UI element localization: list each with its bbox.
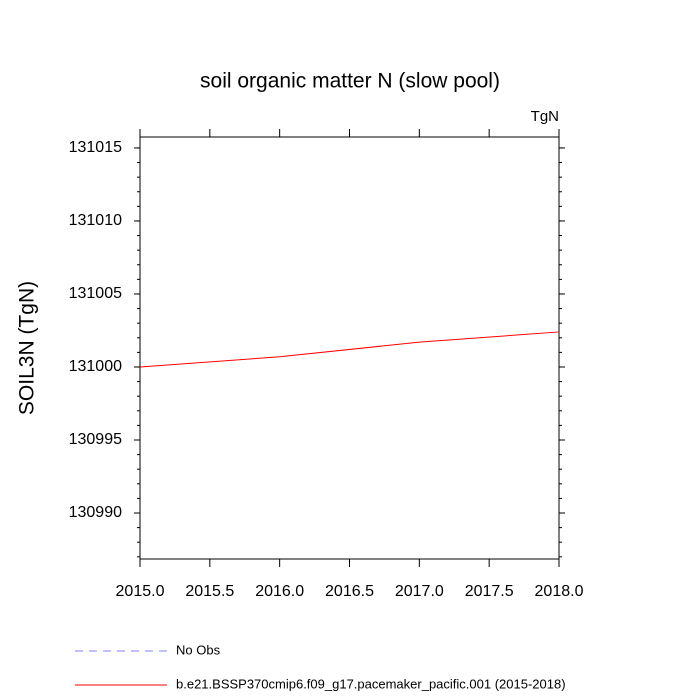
x-tick-label: 2016.5 <box>325 583 374 600</box>
x-tick-label: 2015.0 <box>116 583 165 600</box>
legend-label: b.e21.BSSP370cmip6.f09_g17.pacemaker_pac… <box>176 676 566 691</box>
y-tick-label: 130990 <box>69 504 122 521</box>
units-label: TgN <box>531 108 559 125</box>
y-tick-label: 131005 <box>69 285 122 302</box>
y-axis-label: SOIL3N (TgN) <box>16 281 39 415</box>
x-tick-label: 2018.0 <box>535 583 584 600</box>
y-tick-label: 130995 <box>69 431 122 448</box>
x-tick-label: 2017.0 <box>395 583 444 600</box>
x-tick-label: 2017.5 <box>465 583 514 600</box>
chart-title: soil organic matter N (slow pool) <box>200 70 500 93</box>
line <box>139 331 560 368</box>
x-tick-label: 2016.0 <box>255 583 304 600</box>
x-tick-label: 2015.5 <box>185 583 234 600</box>
legend-label: No Obs <box>176 642 221 657</box>
plot-frame <box>139 136 560 560</box>
y-tick-label: 131015 <box>69 139 122 156</box>
y-tick-label: 131010 <box>69 212 122 229</box>
y-tick-label: 131000 <box>69 358 122 375</box>
